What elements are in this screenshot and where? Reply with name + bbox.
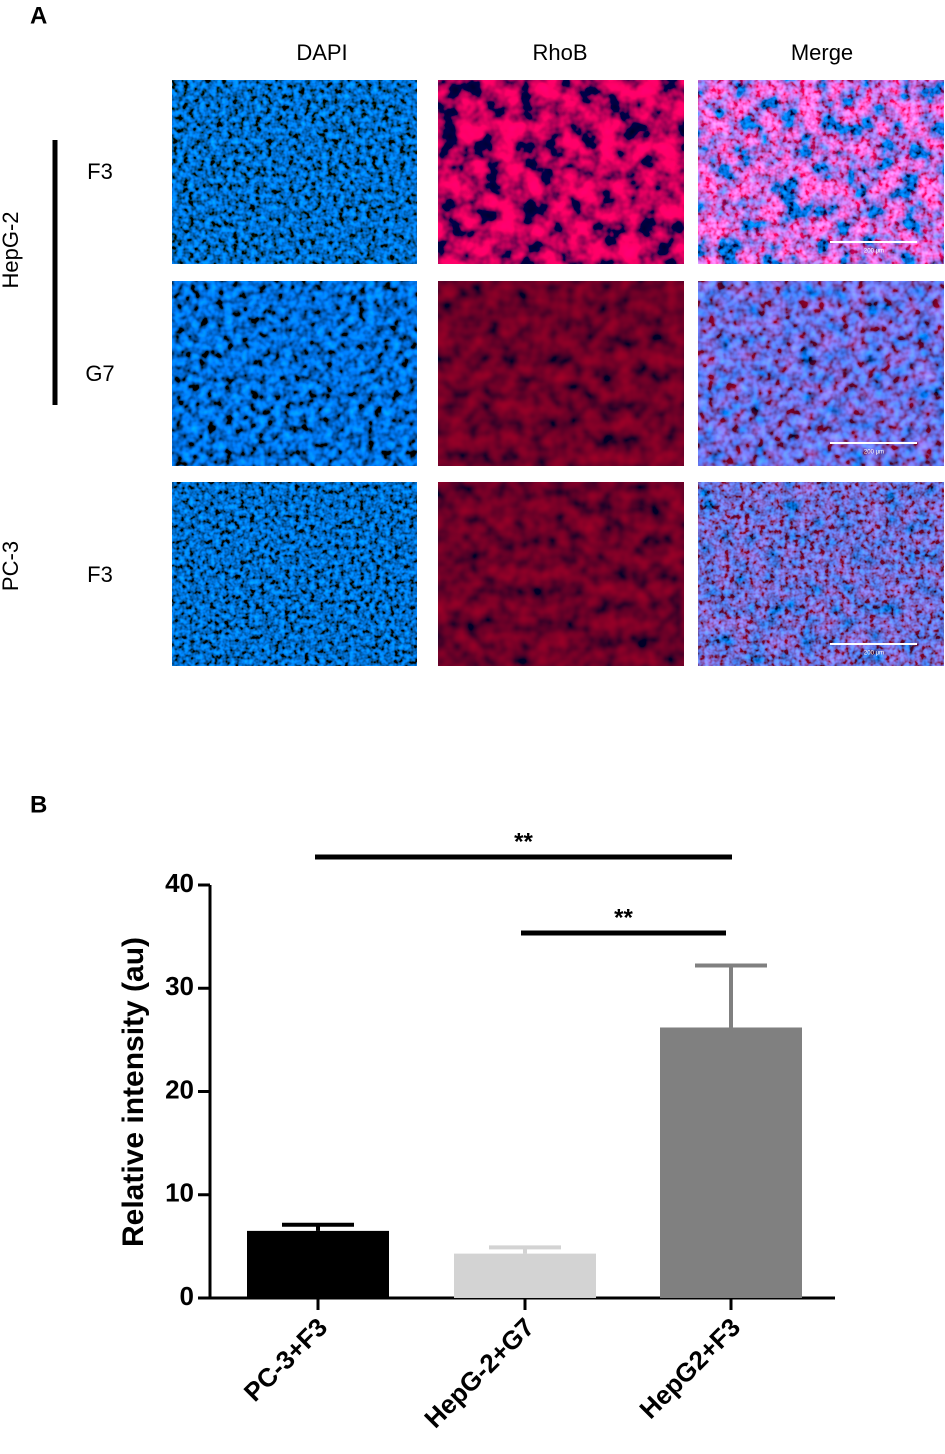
rhob-stain bbox=[698, 80, 944, 264]
rhob-stain bbox=[438, 482, 684, 666]
y-tick-label: 40 bbox=[165, 868, 194, 898]
rhob-stain bbox=[438, 281, 684, 466]
panel-label: B bbox=[30, 791, 47, 818]
rhob-stain bbox=[438, 80, 684, 264]
scale-bar-label: 200 μm bbox=[864, 249, 884, 255]
row-label: F3 bbox=[87, 562, 113, 587]
column-header: RhoB bbox=[532, 40, 587, 65]
group-label: HepG-2 bbox=[0, 211, 23, 288]
scale-bar-label: 200 μm bbox=[864, 450, 884, 456]
row-label: F3 bbox=[87, 159, 113, 184]
column-header: DAPI bbox=[296, 40, 347, 65]
dapi-stain bbox=[172, 80, 417, 264]
rhob-stain bbox=[698, 482, 944, 666]
significance-label: ** bbox=[514, 828, 533, 855]
significance-label: ** bbox=[614, 904, 633, 931]
bar bbox=[660, 1027, 802, 1298]
x-tick-label: HepG2+F3 bbox=[633, 1312, 746, 1425]
column-header: Merge bbox=[791, 40, 853, 65]
dapi-stain bbox=[172, 482, 417, 666]
x-tick-label: HepG-2+G7 bbox=[418, 1312, 540, 1434]
x-tick-label: PC-3+F3 bbox=[238, 1312, 333, 1407]
bar bbox=[454, 1253, 596, 1298]
panel-label: A bbox=[30, 2, 47, 29]
bar bbox=[247, 1230, 389, 1298]
micrographs: 200 μm 200 μm 200 μm bbox=[172, 80, 944, 666]
y-axis-title: Relative intensity (au) bbox=[117, 937, 150, 1247]
y-tick-label: 0 bbox=[180, 1281, 194, 1311]
y-tick-label: 10 bbox=[165, 1178, 194, 1208]
y-tick-label: 20 bbox=[165, 1074, 194, 1104]
y-tick-label: 30 bbox=[165, 971, 194, 1001]
dapi-stain bbox=[172, 281, 417, 466]
rhob-stain bbox=[698, 281, 944, 466]
group-label: PC-3 bbox=[0, 541, 23, 591]
row-label: G7 bbox=[85, 361, 114, 386]
scale-bar-label: 200 μm bbox=[864, 651, 884, 657]
